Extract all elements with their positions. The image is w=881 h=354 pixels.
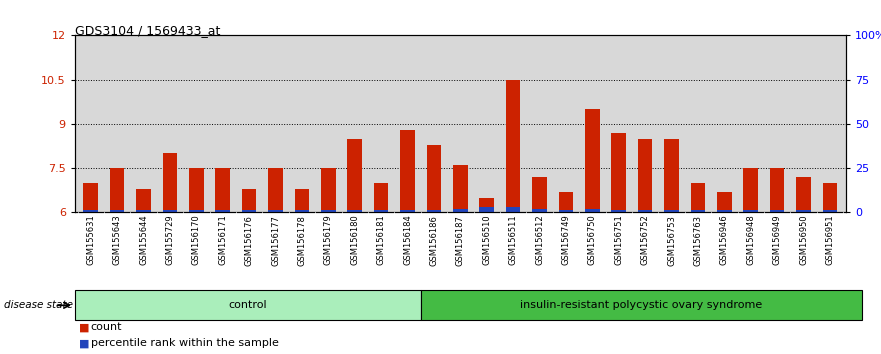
Bar [110,210,124,212]
Text: GSM156752: GSM156752 [640,215,649,266]
Bar [532,177,547,212]
Bar [532,209,547,212]
Text: GSM155644: GSM155644 [139,215,148,266]
Bar [163,210,177,212]
Bar [559,210,574,212]
Text: GSM156179: GSM156179 [324,215,333,266]
Bar [189,210,204,212]
Bar [216,210,230,212]
Text: disease state: disease state [4,300,73,310]
Bar [347,139,362,212]
Text: count: count [91,322,122,332]
Text: GSM156170: GSM156170 [192,215,201,266]
Bar [559,192,574,212]
Bar [137,210,151,212]
Text: GSM155643: GSM155643 [113,215,122,266]
Bar [585,109,600,212]
Bar [453,165,468,212]
Bar [717,210,731,212]
Text: ■: ■ [79,338,90,348]
Bar [664,210,678,212]
Bar [691,183,705,212]
Bar [823,210,837,212]
Text: GSM156186: GSM156186 [429,215,439,266]
Bar [75,290,421,320]
Bar [347,210,362,212]
Text: GSM156951: GSM156951 [825,215,834,266]
Bar [421,290,862,320]
Bar [163,153,177,212]
Text: GSM155631: GSM155631 [86,215,95,266]
Text: GSM156763: GSM156763 [693,215,702,266]
Bar [823,183,837,212]
Bar [479,198,494,212]
Bar [400,210,415,212]
Text: GSM156171: GSM156171 [218,215,227,266]
Bar [268,168,283,212]
Bar [321,168,336,212]
Text: GSM156178: GSM156178 [298,215,307,266]
Text: GSM156176: GSM156176 [245,215,254,266]
Bar [294,189,309,212]
Text: GDS3104 / 1569433_at: GDS3104 / 1569433_at [75,24,220,36]
Bar [506,207,521,212]
Bar [611,210,626,212]
Text: GSM156184: GSM156184 [403,215,412,266]
Bar [110,168,124,212]
Text: GSM155729: GSM155729 [166,215,174,266]
Bar [268,210,283,212]
Text: GSM156950: GSM156950 [799,215,808,266]
Bar [137,189,151,212]
Bar [84,210,98,212]
Bar [400,130,415,212]
Bar [717,192,731,212]
Text: GSM156949: GSM156949 [773,215,781,266]
Bar [611,133,626,212]
Text: ■: ■ [79,322,90,332]
Bar [506,80,521,212]
Bar [242,210,256,212]
Bar [770,210,784,212]
Bar [374,210,389,212]
Bar [453,210,468,212]
Bar [744,168,758,212]
Bar [374,183,389,212]
Text: insulin-resistant polycystic ovary syndrome: insulin-resistant polycystic ovary syndr… [520,300,762,310]
Text: GSM156180: GSM156180 [351,215,359,266]
Text: GSM156751: GSM156751 [614,215,623,266]
Bar [321,210,336,212]
Bar [796,210,811,212]
Bar [426,210,441,212]
Bar [744,210,758,212]
Bar [796,177,811,212]
Bar [84,183,98,212]
Bar [426,144,441,212]
Bar [479,207,494,212]
Text: GSM156510: GSM156510 [482,215,492,266]
Bar [664,139,678,212]
Text: GSM156181: GSM156181 [376,215,386,266]
Bar [691,210,705,212]
Bar [585,209,600,212]
Bar [294,210,309,212]
Text: GSM156750: GSM156750 [588,215,596,266]
Bar [638,210,653,212]
Bar [242,189,256,212]
Text: GSM156946: GSM156946 [720,215,729,266]
Text: GSM156177: GSM156177 [271,215,280,266]
Text: GSM156948: GSM156948 [746,215,755,266]
Text: percentile rank within the sample: percentile rank within the sample [91,338,278,348]
Text: control: control [228,300,267,310]
Text: GSM156511: GSM156511 [508,215,518,266]
Text: GSM156187: GSM156187 [455,215,465,266]
Text: GSM156753: GSM156753 [667,215,676,266]
Text: GSM156749: GSM156749 [561,215,570,266]
Text: GSM156512: GSM156512 [535,215,544,266]
Bar [770,168,784,212]
Bar [216,168,230,212]
Bar [638,139,653,212]
Bar [189,168,204,212]
